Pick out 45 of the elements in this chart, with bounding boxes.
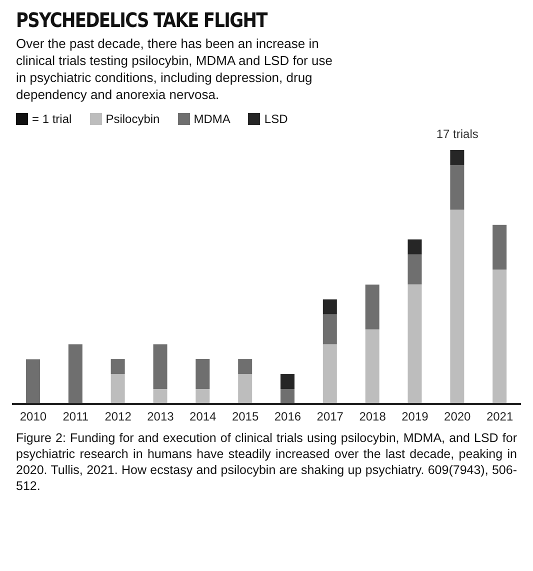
x-tick-label: 2016	[274, 409, 302, 424]
text: = 1 trial	[32, 112, 72, 126]
x-tick-label: 2012	[104, 409, 132, 424]
x-tick-label: 2013	[147, 409, 174, 424]
bar	[408, 238, 422, 254]
bar	[110, 358, 125, 374]
bar	[492, 269, 507, 404]
caption: Figure 2: Funding for and execution of clinical trials using psilocybin, MDMA, and LSD for psychiatric research in humans have steadily increased over the last decade, peaking in 2020. Tullis, 2021. How ecstasy and psilocybin are shaking up psychiatry. 609(7943), 506-512.	[16, 430, 517, 495]
bar	[408, 284, 422, 404]
bar	[280, 388, 294, 404]
bar	[365, 284, 380, 329]
bar	[450, 164, 464, 210]
bar	[196, 358, 210, 389]
x-tick-label: 2017	[316, 409, 344, 424]
bar	[450, 150, 464, 165]
annotation: 17 trials	[436, 126, 478, 141]
x-tick-label: 2011	[62, 409, 89, 424]
bar	[322, 314, 337, 344]
bar	[68, 344, 82, 404]
bar	[153, 344, 168, 389]
bar	[322, 298, 337, 314]
bar	[408, 254, 422, 284]
bar	[153, 388, 168, 404]
bar	[450, 209, 464, 404]
bar	[280, 374, 294, 389]
bar	[365, 328, 380, 404]
x-tick-label: 2014	[190, 409, 217, 424]
x-tick-label: 2010	[20, 409, 47, 424]
bar	[238, 358, 252, 374]
x-tick-label: 2020	[444, 409, 472, 424]
x-tick-label: 2015	[232, 409, 259, 424]
bar	[492, 224, 507, 270]
x-tick-label: 2019	[402, 409, 429, 424]
bar	[26, 358, 40, 404]
legend-label: MDMA	[194, 112, 230, 126]
bar	[322, 344, 337, 404]
x-tick-label: 2018	[359, 409, 386, 424]
bar	[196, 388, 210, 404]
x-tick-label: 2021	[486, 409, 514, 424]
chart-title: PSYCHEDELICS TAKE FLIGHT	[16, 8, 268, 32]
bar	[110, 374, 125, 404]
legend-label: Psilocybin	[106, 112, 160, 126]
legend-label: LSD	[264, 112, 288, 126]
bar	[238, 374, 252, 404]
chart-subtitle: Over the past decade, there has been an increase in clinical trials testing psilocybin, MDMA and LSD for use in psychiatric conditions, including depression, drug dependency and anorexia nervosa.	[16, 36, 334, 104]
